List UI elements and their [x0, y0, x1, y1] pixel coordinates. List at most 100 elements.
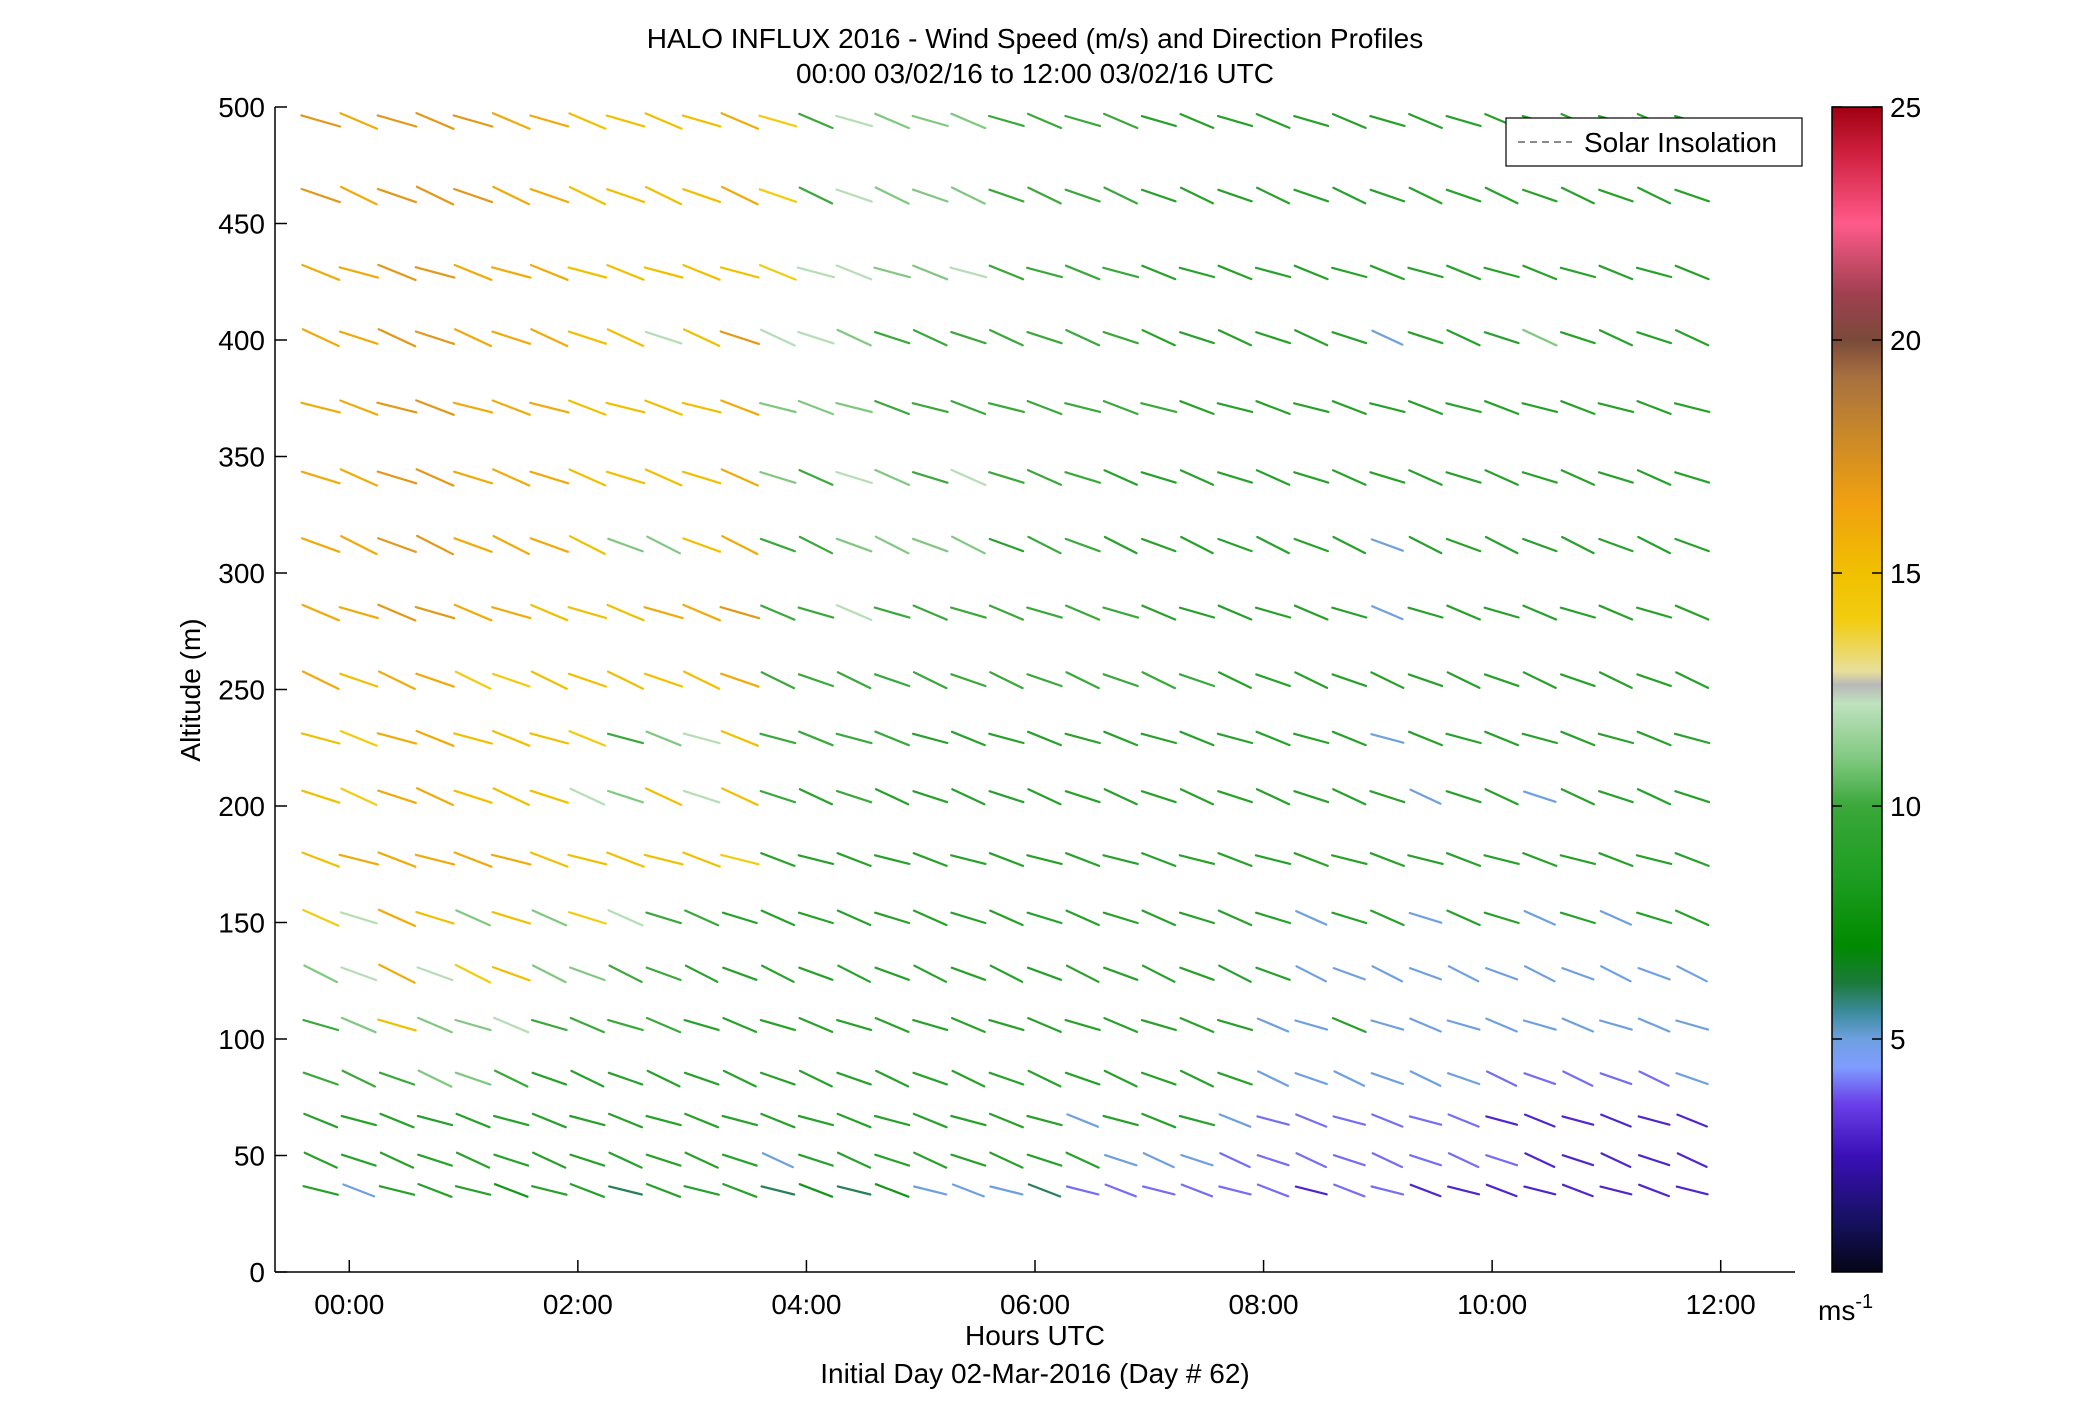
wind-barb: [493, 1114, 530, 1127]
wind-barb: [1522, 671, 1557, 690]
wind-barb: [950, 112, 987, 130]
wind-barb: [608, 964, 643, 984]
wind-barb: [912, 1071, 949, 1086]
wind-barb: [1635, 606, 1673, 619]
wind-barb: [531, 1071, 568, 1086]
wind-barb: [300, 401, 341, 414]
wind-barb: [1673, 732, 1711, 745]
wind-barb: [758, 114, 798, 128]
wind-barb: [1102, 112, 1139, 130]
wind-barb: [645, 1182, 682, 1198]
wind-barb: [1026, 400, 1063, 416]
wind-barb: [608, 1185, 643, 1196]
wind-barb: [835, 1018, 873, 1032]
wind-barb: [1178, 1114, 1216, 1127]
wind-barb: [1216, 732, 1254, 745]
wind-barb: [607, 1071, 644, 1086]
wind-barb: [606, 670, 645, 690]
wind-barb: [1026, 469, 1063, 486]
wind-barb: [1408, 1154, 1443, 1167]
wind-barb: [531, 964, 567, 984]
wind-barb: [1140, 790, 1177, 804]
wind-barb: [377, 263, 417, 282]
y-tick-label: 100: [218, 1024, 265, 1055]
wind-barb: [493, 1183, 529, 1198]
wind-barb: [643, 853, 684, 866]
wind-barb: [1407, 266, 1444, 279]
y-tick-label: 500: [218, 92, 265, 123]
wind-barb: [1369, 114, 1406, 128]
wind-barb: [1027, 186, 1062, 205]
wind-barb: [1521, 402, 1559, 413]
colorbar-unit-label: ms-1: [1818, 1291, 1873, 1326]
wind-barb: [1485, 1115, 1519, 1126]
wind-barb: [302, 1071, 339, 1086]
wind-barb: [988, 604, 1025, 621]
wind-barb: [379, 1112, 415, 1129]
wind-barb: [1485, 1017, 1518, 1033]
wind-barb: [1597, 732, 1635, 745]
wind-barb: [950, 186, 986, 205]
wind-barb: [683, 1018, 720, 1032]
wind-barb: [1064, 264, 1101, 281]
wind-barb: [761, 1152, 794, 1169]
wind-barb: [1026, 730, 1063, 747]
wind-barb: [1370, 909, 1405, 927]
wind-barb: [1218, 1185, 1252, 1196]
wind-barb: [1256, 1017, 1290, 1033]
wind-barb: [1407, 400, 1444, 415]
wind-barb: [1256, 1154, 1290, 1167]
wind-barb: [1141, 909, 1177, 927]
wind-barb: [643, 672, 684, 688]
wind-barb: [530, 1018, 568, 1032]
wind-barb: [415, 399, 455, 416]
wind-barb: [950, 535, 986, 555]
wind-barb: [1676, 965, 1708, 983]
wind-barb: [682, 188, 722, 203]
y-tick-label: 150: [218, 908, 265, 939]
wind-barb: [721, 534, 759, 556]
wind-barb: [646, 1069, 681, 1088]
wind-barb: [911, 188, 949, 203]
y-tick-label: 400: [218, 325, 265, 356]
wind-barb: [684, 1151, 719, 1169]
wind-barb: [339, 112, 379, 130]
wind-barb: [1295, 965, 1328, 983]
wind-barb: [1026, 966, 1063, 981]
wind-barb: [989, 1185, 1024, 1196]
wind-barb: [1370, 1072, 1405, 1086]
wind-barb: [644, 330, 683, 345]
wind-barb: [1561, 1183, 1594, 1198]
wind-barb: [530, 670, 568, 690]
wind-barb: [1522, 852, 1558, 868]
wind-barb: [1064, 471, 1102, 484]
x-axis-sublabel: Initial Day 02-Mar-2016 (Day # 62): [820, 1358, 1250, 1389]
wind-barb: [1523, 1072, 1557, 1086]
wind-barb: [528, 401, 570, 414]
wind-barb: [719, 605, 761, 620]
wind-barb: [607, 1112, 644, 1129]
wind-barb: [531, 909, 568, 927]
wind-barb: [568, 468, 607, 487]
wind-barb: [684, 964, 719, 983]
colorbar-tick-label: 5: [1890, 1024, 1906, 1055]
wind-barb: [529, 789, 569, 804]
wind-barb: [1522, 604, 1558, 621]
wind-barb: [1178, 266, 1216, 279]
wind-barb: [1638, 1070, 1670, 1087]
wind-barb: [1598, 537, 1634, 553]
wind-barb: [720, 468, 760, 487]
wind-barb: [1445, 471, 1482, 484]
wind-barb: [760, 1112, 796, 1129]
wind-barb: [1103, 186, 1139, 205]
wind-barb: [913, 964, 948, 983]
wind-barb: [1065, 1151, 1100, 1169]
wind-barb: [567, 399, 607, 416]
wind-barb: [1103, 1016, 1139, 1034]
wind-barb: [1445, 537, 1482, 553]
wind-barb: [1102, 331, 1139, 345]
colorbar-tick-label: 15: [1890, 558, 1921, 589]
wind-barb: [1485, 1154, 1519, 1167]
wind-barb: [569, 787, 606, 806]
wind-barb: [798, 112, 834, 130]
